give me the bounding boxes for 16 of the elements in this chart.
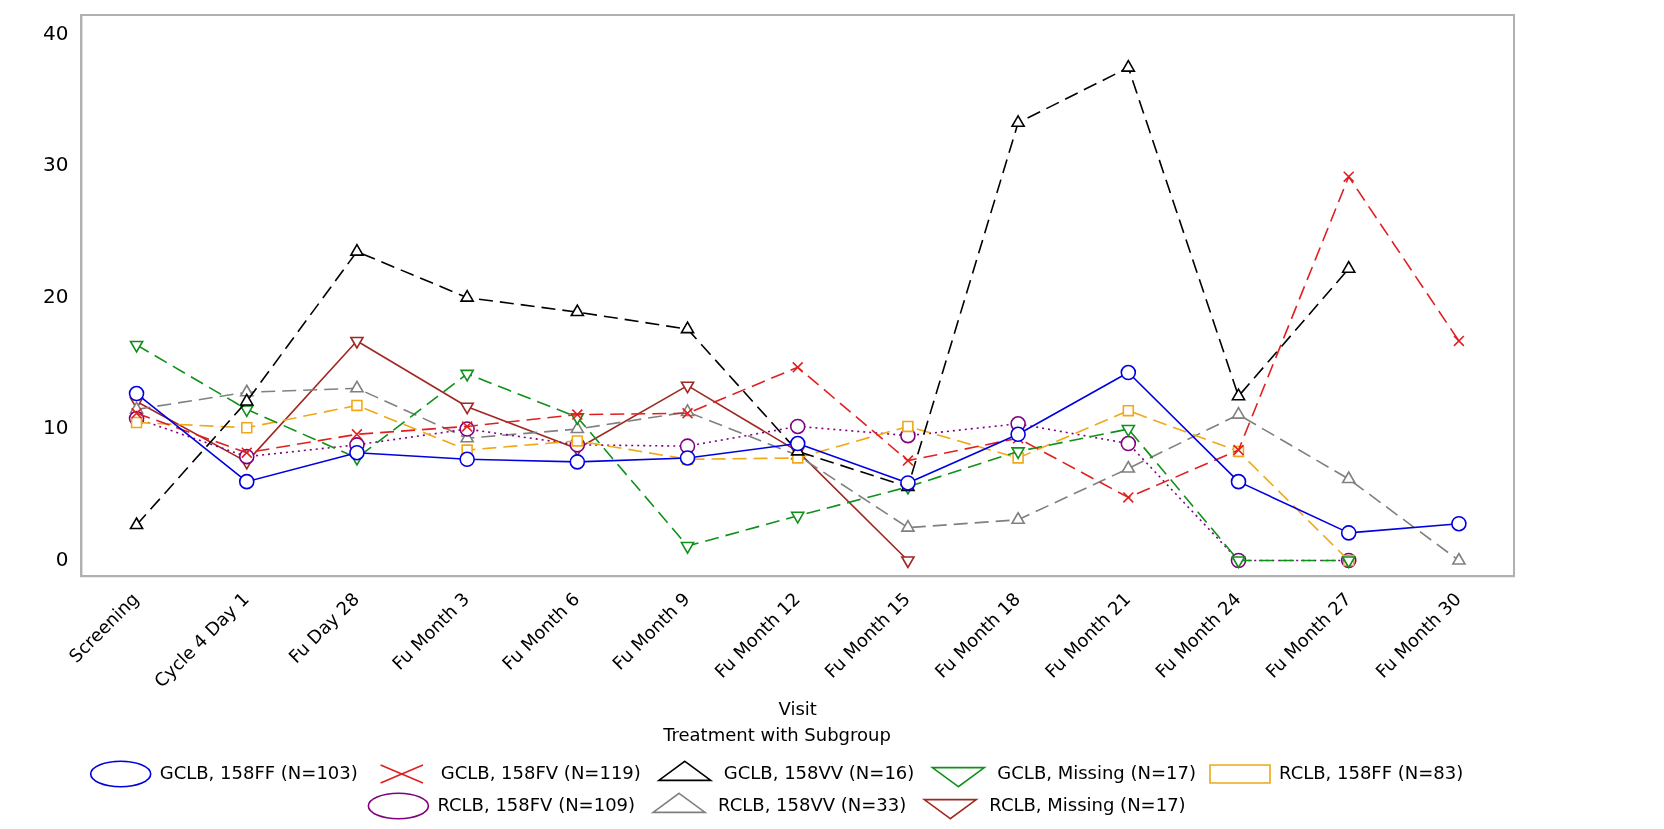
y-tick-label: 30 bbox=[43, 152, 69, 177]
legend-label: RCLB, 158VV (N=33) bbox=[718, 793, 907, 815]
legend-label: RCLB, 158FF (N=83) bbox=[1279, 761, 1464, 783]
x-axis-title: Visit bbox=[778, 698, 817, 720]
legend-label: GCLB, 158VV (N=16) bbox=[723, 761, 915, 783]
legend-title: Treatment with Subgroup bbox=[662, 724, 891, 746]
legend-label: GCLB, Missing (N=17) bbox=[997, 761, 1197, 783]
legend-label: GCLB, 158FF (N=103) bbox=[159, 761, 358, 783]
legend-label: RCLB, 158FV (N=109) bbox=[437, 793, 636, 815]
y-tick-label: 0 bbox=[55, 546, 69, 571]
y-tick-label: 40 bbox=[43, 20, 69, 45]
legend-label: RCLB, Missing (N=17) bbox=[989, 793, 1186, 815]
x-tick-label: Fu Day 28 bbox=[284, 588, 364, 668]
legend-label: GCLB, 158FV (N=119) bbox=[440, 761, 641, 783]
y-tick-label: 10 bbox=[43, 415, 69, 440]
y-tick-label: 20 bbox=[43, 283, 69, 308]
